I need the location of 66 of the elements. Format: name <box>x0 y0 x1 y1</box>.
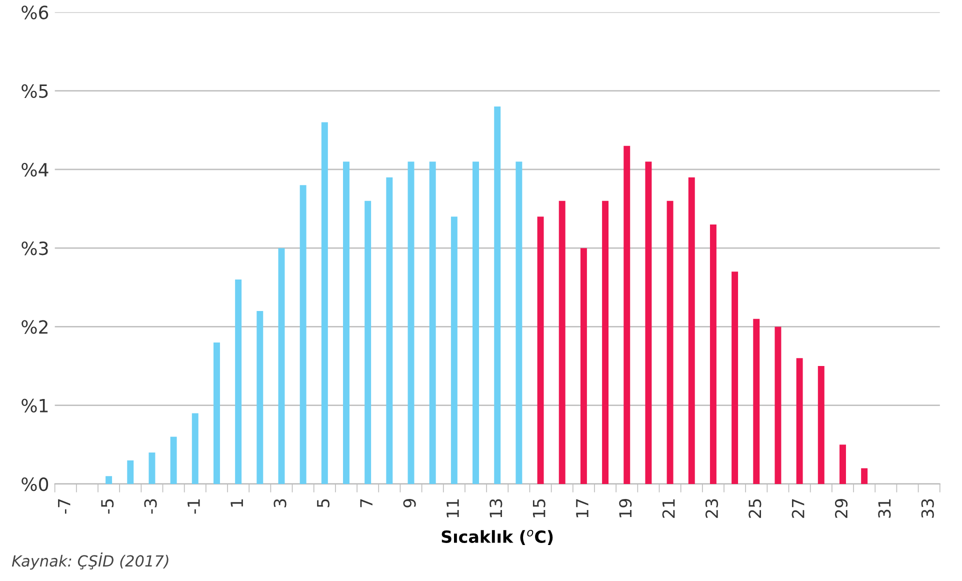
bar <box>602 200 609 484</box>
bar <box>127 460 134 484</box>
bar <box>472 162 480 484</box>
bar <box>256 310 264 484</box>
y-tick-label: %1 <box>22 398 48 412</box>
x-tick-label: -7 <box>58 499 70 514</box>
x-tick-label: 21 <box>662 499 675 518</box>
bar <box>235 280 242 484</box>
x-tick-label: 25 <box>748 499 762 518</box>
x-tick-label: 7 <box>360 499 372 508</box>
x-axis-title: Sıcaklık ($^{o}$C) <box>442 530 553 545</box>
x-tick-label: 5 <box>317 499 330 508</box>
x-tick-label: 23 <box>705 499 718 518</box>
x-tick-label: -1 <box>188 499 200 514</box>
x-tick-label: 1 <box>230 499 243 507</box>
bar <box>861 468 868 484</box>
x-tick-label: 9 <box>403 499 416 508</box>
y-tick-label: %4 <box>22 162 48 177</box>
bar <box>170 436 177 484</box>
bar <box>408 162 414 484</box>
y-tick-label: %6 <box>22 6 48 20</box>
x-tick-label: 3 <box>274 499 286 508</box>
bar <box>364 200 372 484</box>
bar <box>386 177 393 484</box>
x-tick-label: -3 <box>144 499 157 514</box>
bar <box>839 444 846 484</box>
bar <box>213 342 220 484</box>
x-tick-label: 19 <box>619 499 632 518</box>
bar <box>558 200 566 484</box>
y-tick-label: %3 <box>22 242 48 256</box>
x-tick-label: 27 <box>792 499 804 518</box>
bar <box>796 358 803 484</box>
bar <box>321 122 328 484</box>
x-tick-label: 31 <box>878 499 891 518</box>
text: Kaynak: ÇŞİD (2017) <box>12 552 168 570</box>
bar <box>192 413 198 484</box>
bar <box>300 185 306 484</box>
bar <box>666 200 674 484</box>
bar <box>450 216 458 484</box>
bar <box>688 177 695 484</box>
x-tick-label: 13 <box>490 499 502 518</box>
y-tick-label: %5 <box>22 84 48 98</box>
bar <box>106 476 112 484</box>
bar <box>818 366 824 484</box>
y-tick-label: %0 <box>22 477 48 492</box>
bar <box>774 326 782 484</box>
x-tick-label: 29 <box>834 499 848 518</box>
x-tick-label: 15 <box>532 499 546 518</box>
x-tick-label: 33 <box>921 499 934 518</box>
bar <box>278 248 285 484</box>
bar <box>732 272 738 484</box>
bar <box>645 162 652 484</box>
x-tick-label: 11 <box>446 499 459 518</box>
bar <box>710 224 716 484</box>
bar <box>343 162 350 484</box>
bar <box>494 106 501 484</box>
bar <box>429 162 436 484</box>
y-tick-label: %2 <box>22 320 48 334</box>
bar <box>580 248 587 484</box>
bar <box>753 318 760 484</box>
bar <box>624 146 630 484</box>
x-tick-label: 17 <box>576 499 588 518</box>
bar <box>148 452 156 484</box>
bar <box>516 162 522 484</box>
x-tick-label: -5 <box>101 499 114 514</box>
bar <box>537 216 544 484</box>
